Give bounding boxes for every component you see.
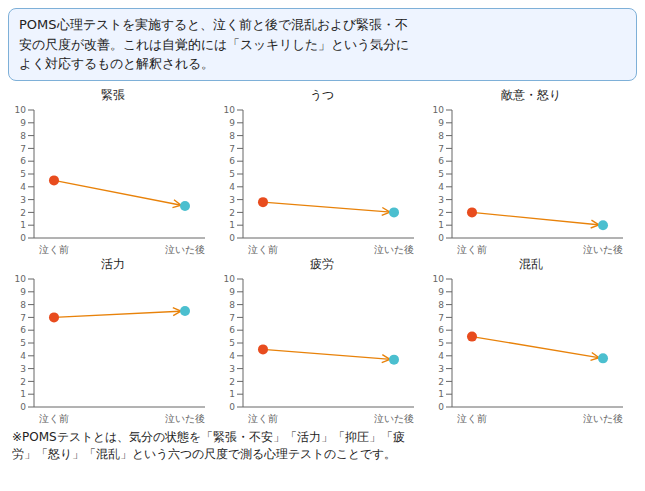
- svg-text:泣く前: 泣く前: [39, 413, 69, 424]
- svg-text:8: 8: [20, 130, 26, 140]
- svg-text:9: 9: [438, 286, 444, 296]
- svg-text:7: 7: [20, 143, 26, 153]
- svg-text:10: 10: [433, 274, 445, 284]
- html-text:※POMSテストとは、気分の状態を「緊張・不安」「活力」「抑: ※POMSテストとは、気分の状態を「緊張・不安」「活力」「抑圧」「疲 労」「怒り…: [12, 429, 405, 461]
- svg-text:2: 2: [438, 207, 444, 217]
- svg-text:泣く前: 泣く前: [248, 413, 278, 424]
- svg-text:5: 5: [229, 338, 235, 348]
- svg-text:2: 2: [229, 207, 235, 217]
- svg-text:5: 5: [20, 169, 26, 179]
- svg-text:6: 6: [229, 325, 235, 335]
- svg-text:10: 10: [15, 105, 27, 115]
- svg-text:泣いた後: 泣いた後: [165, 244, 205, 255]
- svg-text:9: 9: [229, 117, 235, 127]
- svg-text:10: 10: [433, 105, 445, 115]
- svg-text:泣く前: 泣く前: [248, 244, 278, 255]
- svg-text:3: 3: [229, 363, 235, 373]
- svg-text:8: 8: [229, 130, 235, 140]
- svg-text:7: 7: [229, 312, 235, 322]
- svg-text:泣いた後: 泣いた後: [374, 244, 414, 255]
- html-text:緊張: 緊張: [100, 87, 125, 102]
- svg-text:9: 9: [438, 117, 444, 127]
- svg-text:0: 0: [229, 233, 235, 243]
- html-text:POMS心理テストを実施すると、泣く前と後で混乱および緊張・: POMS心理テストを実施すると、泣く前と後で混乱および緊張・不 安の尺度が改善。…: [19, 17, 409, 71]
- svg-text:7: 7: [438, 312, 444, 322]
- svg-text:4: 4: [438, 181, 444, 191]
- svg-text:4: 4: [229, 350, 235, 360]
- svg-text:1: 1: [229, 220, 235, 230]
- svg-text:1: 1: [438, 389, 444, 399]
- svg-text:泣いた後: 泣いた後: [374, 413, 414, 424]
- html-text:活力: 活力: [100, 256, 125, 271]
- svg-text:泣く前: 泣く前: [457, 413, 487, 424]
- svg-text:泣く前: 泣く前: [457, 244, 487, 255]
- svg-text:2: 2: [229, 376, 235, 386]
- svg-text:10: 10: [224, 105, 236, 115]
- svg-text:6: 6: [229, 156, 235, 166]
- svg-text:6: 6: [438, 156, 444, 166]
- svg-text:0: 0: [438, 233, 444, 243]
- svg-text:1: 1: [20, 389, 26, 399]
- svg-text:1: 1: [229, 389, 235, 399]
- svg-text:8: 8: [20, 299, 26, 309]
- svg-text:7: 7: [438, 143, 444, 153]
- svg-text:6: 6: [20, 156, 26, 166]
- svg-text:8: 8: [438, 299, 444, 309]
- svg-text:6: 6: [20, 325, 26, 335]
- svg-text:泣く前: 泣く前: [39, 244, 69, 255]
- svg-text:8: 8: [229, 299, 235, 309]
- svg-text:3: 3: [20, 363, 26, 373]
- svg-text:0: 0: [20, 402, 26, 412]
- svg-text:1: 1: [438, 220, 444, 230]
- svg-text:5: 5: [438, 169, 444, 179]
- svg-text:4: 4: [20, 350, 26, 360]
- svg-text:7: 7: [20, 312, 26, 322]
- svg-text:3: 3: [438, 363, 444, 373]
- svg-text:0: 0: [229, 402, 235, 412]
- svg-text:3: 3: [20, 194, 26, 204]
- svg-text:泣いた後: 泣いた後: [165, 413, 205, 424]
- svg-text:0: 0: [20, 233, 26, 243]
- svg-text:0: 0: [438, 402, 444, 412]
- svg-text:5: 5: [229, 169, 235, 179]
- svg-text:9: 9: [229, 286, 235, 296]
- svg-text:2: 2: [20, 207, 26, 217]
- svg-text:3: 3: [438, 194, 444, 204]
- html-text:疲労: 疲労: [309, 256, 334, 271]
- svg-text:5: 5: [20, 338, 26, 348]
- svg-text:10: 10: [15, 274, 27, 284]
- svg-text:2: 2: [438, 376, 444, 386]
- svg-text:6: 6: [438, 325, 444, 335]
- svg-text:7: 7: [229, 143, 235, 153]
- svg-text:3: 3: [229, 194, 235, 204]
- svg-text:5: 5: [438, 338, 444, 348]
- svg-text:4: 4: [229, 181, 235, 191]
- html-text:混乱: 混乱: [518, 256, 543, 271]
- svg-text:10: 10: [224, 274, 236, 284]
- svg-text:1: 1: [20, 220, 26, 230]
- svg-text:泣いた後: 泣いた後: [583, 244, 623, 255]
- svg-text:2: 2: [20, 376, 26, 386]
- html-text:敵意・怒り: 敵意・怒り: [500, 87, 561, 102]
- svg-text:4: 4: [438, 350, 444, 360]
- svg-text:9: 9: [20, 117, 26, 127]
- svg-text:8: 8: [438, 130, 444, 140]
- html-text:うつ: うつ: [309, 87, 334, 102]
- svg-text:泣いた後: 泣いた後: [583, 413, 623, 424]
- svg-text:4: 4: [20, 181, 26, 191]
- svg-text:9: 9: [20, 286, 26, 296]
